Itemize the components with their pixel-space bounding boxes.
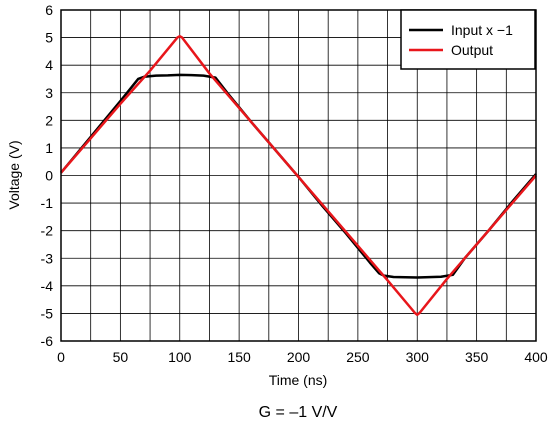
x-tick-label: 100 [168, 349, 192, 365]
x-tick-label: 150 [227, 349, 251, 365]
legend-box [400, 9, 536, 70]
x-tick-label: 0 [57, 349, 65, 365]
y-tick-label: -5 [41, 305, 54, 321]
x-tick-label: 400 [524, 349, 548, 365]
y-tick-label: -3 [41, 250, 54, 266]
plot-series [60, 34, 537, 317]
x-axis-tick-labels: 0 50 100 150 200 250 300 350 400 [57, 349, 548, 365]
x-axis-title: Time (ns) [269, 372, 328, 388]
y-tick-label: 1 [45, 140, 53, 156]
y-tick-label: 5 [45, 30, 53, 46]
y-tick-label: 6 [45, 2, 53, 18]
y-tick-label: -6 [41, 333, 54, 349]
y-tick-label: 3 [45, 85, 53, 101]
y-tick-label: -1 [41, 195, 54, 211]
y-tick-label: 2 [45, 112, 53, 128]
y-tick-label: 4 [45, 57, 53, 73]
x-tick-label: 200 [287, 349, 311, 365]
y-axis-title: Voltage (V) [6, 140, 22, 209]
legend: Input x −1 Output [400, 9, 536, 70]
x-tick-label: 250 [346, 349, 370, 365]
y-axis-tick-labels: -6 -5 -4 -3 -2 -1 0 1 2 3 4 5 6 [41, 2, 54, 349]
x-tick-label: 50 [113, 349, 129, 365]
y-tick-label: -4 [41, 278, 54, 294]
x-tick-label: 300 [406, 349, 430, 365]
gain-caption: G = –1 V/V [259, 404, 338, 421]
x-tick-label: 350 [465, 349, 489, 365]
legend-label-input: Input x −1 [451, 22, 513, 38]
plot-area-frame [60, 9, 537, 342]
series-line-output [60, 34, 537, 317]
legend-label-output: Output [451, 42, 493, 58]
y-tick-label: 0 [45, 168, 53, 184]
y-tick-label: -2 [41, 223, 54, 239]
